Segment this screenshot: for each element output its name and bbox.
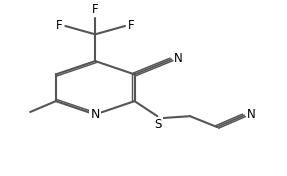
Text: F: F <box>92 3 98 16</box>
Text: N: N <box>174 52 183 65</box>
Text: F: F <box>56 20 63 33</box>
Text: N: N <box>90 108 100 121</box>
Text: S: S <box>154 118 162 131</box>
Text: F: F <box>128 20 135 33</box>
Text: N: N <box>247 108 256 121</box>
